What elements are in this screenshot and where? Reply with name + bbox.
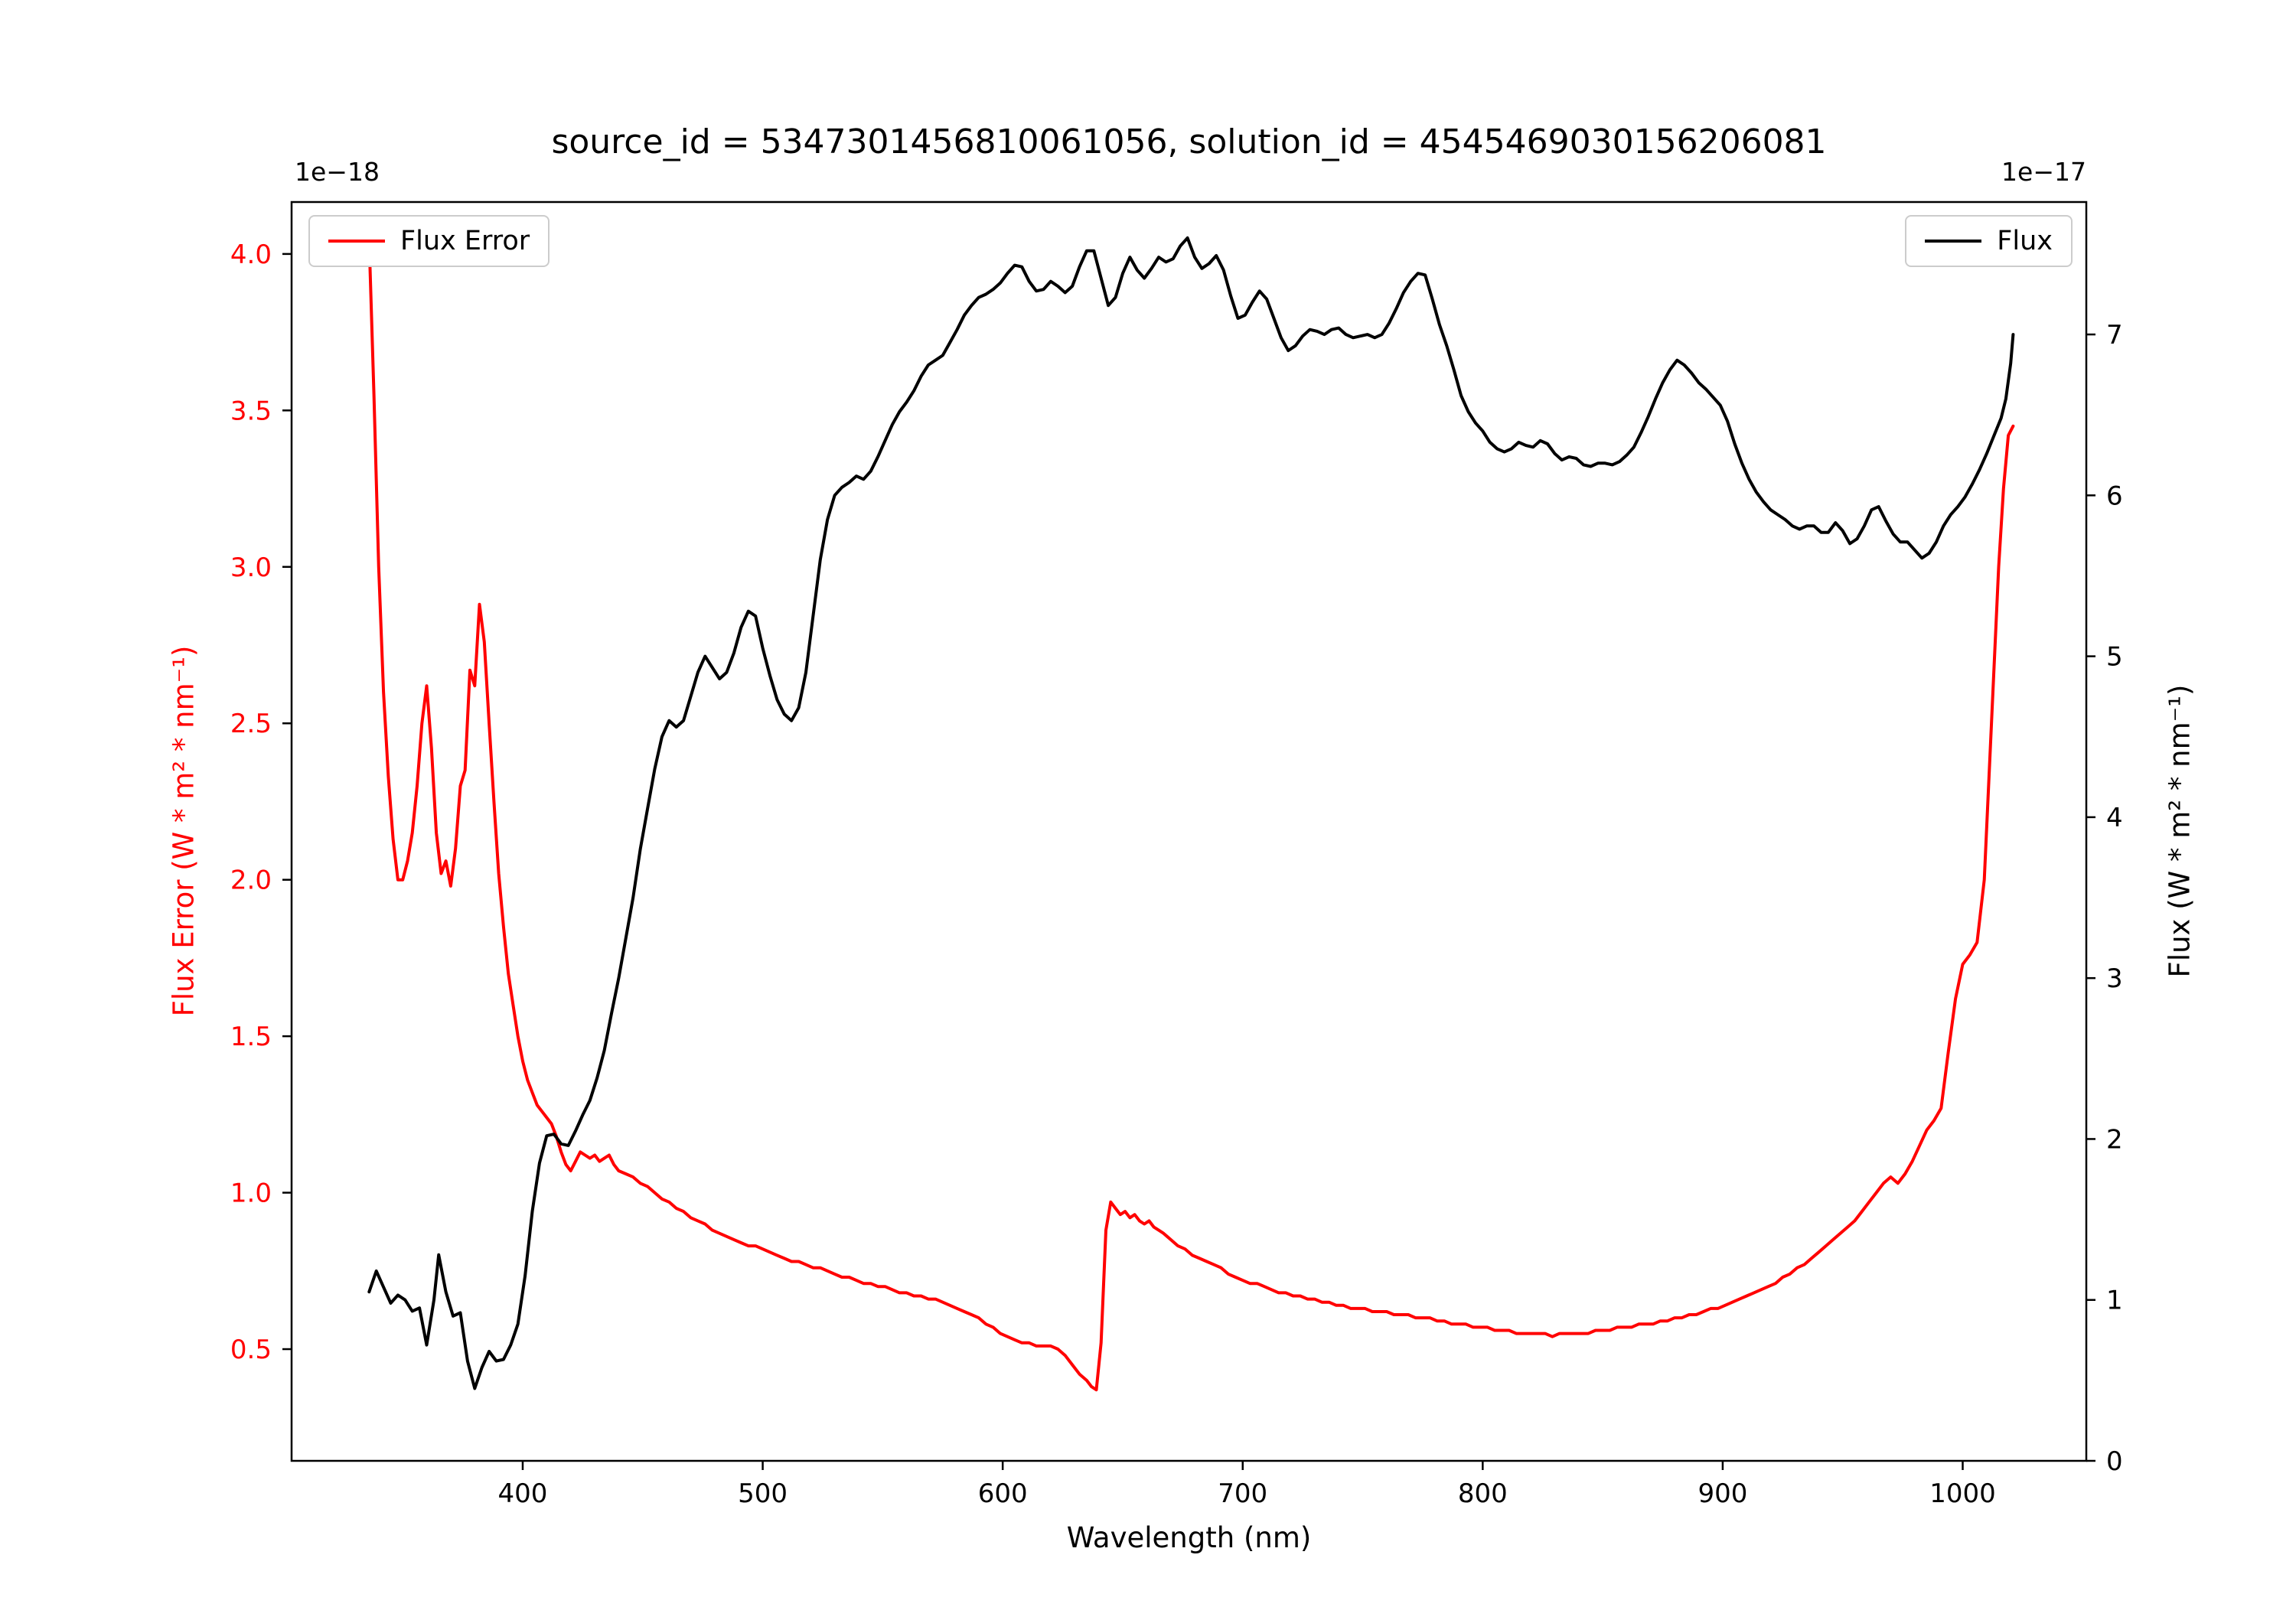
x-tick-label: 500 (738, 1478, 788, 1509)
x-tick-label: 700 (1218, 1478, 1267, 1509)
flux-error-line-sample-icon (328, 240, 385, 243)
left-y-axis-label: Flux Error (W * m² * nm⁻¹) (167, 645, 201, 1017)
legend-flux-label: Flux (1997, 226, 2053, 256)
right-axis-scale-offset: 1e−17 (2001, 157, 2086, 187)
plot-frame (290, 200, 2088, 1462)
x-tick-label: 600 (978, 1478, 1028, 1509)
x-axis-label: Wavelength (nm) (1066, 1521, 1312, 1554)
y-tick-label-left: 3.5 (230, 396, 272, 426)
y-tick-label-right: 6 (2106, 481, 2123, 511)
x-tick-label: 900 (1698, 1478, 1747, 1509)
y-tick-label-right: 7 (2106, 320, 2123, 350)
x-tick-label: 1000 (1929, 1478, 1996, 1509)
y-tick-label-right: 4 (2106, 803, 2123, 833)
legend-flux-error: Flux Error (308, 215, 550, 267)
y-tick-label-left: 3.0 (230, 553, 272, 583)
y-tick-label-left: 2.5 (230, 709, 272, 739)
flux-line-sample-icon (1925, 240, 1982, 243)
series-flux (367, 236, 2015, 1390)
y-tick-label-left: 1.0 (230, 1178, 272, 1209)
y-tick-label-right: 1 (2106, 1286, 2123, 1316)
y-tick-label-left: 2.0 (230, 865, 272, 896)
y-tick-label-right: 0 (2106, 1446, 2123, 1477)
series-flux-error (367, 236, 2015, 1392)
y-tick-label-right: 3 (2106, 963, 2123, 994)
legend-flux: Flux (1905, 215, 2073, 267)
x-tick-label: 800 (1458, 1478, 1508, 1509)
y-tick-label-right: 5 (2106, 642, 2123, 673)
right-y-axis-label: Flux (W * m² * nm⁻¹) (2163, 684, 2197, 978)
chart-title: source_id = 5347301456810061056, solutio… (551, 122, 1827, 161)
x-tick-label: 400 (498, 1478, 548, 1509)
y-tick-label-right: 2 (2106, 1124, 2123, 1155)
y-tick-label-left: 4.0 (230, 240, 272, 270)
left-axis-scale-offset: 1e−18 (295, 157, 380, 187)
y-tick-label-left: 0.5 (230, 1335, 272, 1365)
y-tick-label-left: 1.5 (230, 1022, 272, 1052)
legend-flux-error-label: Flux Error (400, 226, 530, 256)
